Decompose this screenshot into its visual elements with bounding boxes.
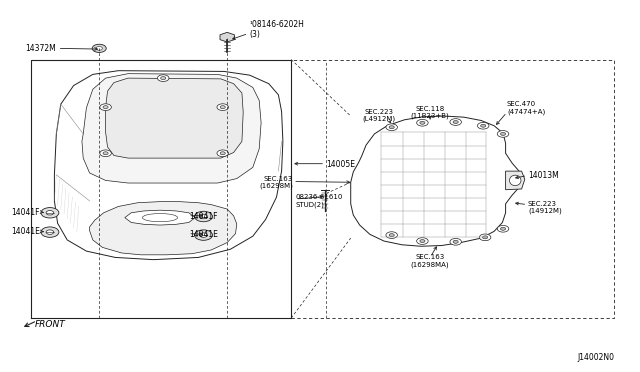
- Text: 14041E: 14041E: [11, 227, 40, 236]
- Text: ¹08146-6202H
(3): ¹08146-6202H (3): [250, 20, 305, 39]
- Ellipse shape: [143, 214, 178, 222]
- Circle shape: [389, 126, 394, 129]
- Text: FRONT: FRONT: [35, 320, 66, 329]
- Text: 14041F: 14041F: [11, 208, 40, 217]
- Circle shape: [217, 104, 228, 110]
- Circle shape: [200, 214, 207, 219]
- Circle shape: [103, 152, 108, 155]
- Circle shape: [386, 124, 397, 131]
- Text: 14013M: 14013M: [528, 171, 559, 180]
- Circle shape: [417, 119, 428, 126]
- Text: SEC.470
(47474+A): SEC.470 (47474+A): [507, 101, 545, 115]
- Text: 08236-61610
STUD(2): 08236-61610 STUD(2): [296, 194, 343, 208]
- Circle shape: [453, 121, 458, 124]
- Circle shape: [41, 227, 59, 237]
- Ellipse shape: [509, 175, 521, 186]
- Circle shape: [46, 230, 54, 234]
- Text: 14041E: 14041E: [189, 230, 218, 239]
- Polygon shape: [106, 78, 243, 158]
- Circle shape: [195, 211, 212, 222]
- Circle shape: [200, 233, 207, 237]
- Text: 14041F: 14041F: [189, 212, 218, 221]
- Polygon shape: [351, 116, 522, 246]
- Circle shape: [386, 232, 397, 238]
- Circle shape: [389, 234, 394, 237]
- Circle shape: [100, 150, 111, 157]
- Text: 14005E: 14005E: [326, 160, 355, 169]
- Circle shape: [157, 75, 169, 81]
- Polygon shape: [82, 74, 261, 183]
- Circle shape: [220, 106, 225, 109]
- Circle shape: [420, 121, 425, 124]
- Text: J14002N0: J14002N0: [577, 353, 614, 362]
- Polygon shape: [506, 171, 525, 190]
- Circle shape: [483, 236, 488, 239]
- Circle shape: [417, 238, 428, 244]
- Circle shape: [92, 44, 106, 52]
- Circle shape: [500, 227, 506, 230]
- Text: 14372M: 14372M: [26, 44, 56, 53]
- Circle shape: [500, 132, 506, 135]
- Text: SEC.163
(16298M): SEC.163 (16298M): [259, 176, 293, 189]
- Circle shape: [220, 152, 225, 155]
- Circle shape: [497, 131, 509, 137]
- Circle shape: [479, 234, 491, 241]
- Circle shape: [161, 77, 166, 80]
- Polygon shape: [125, 210, 195, 225]
- Circle shape: [217, 150, 228, 157]
- Circle shape: [497, 225, 509, 232]
- Circle shape: [420, 240, 425, 243]
- Text: SEC.223
(L4912M): SEC.223 (L4912M): [362, 109, 396, 122]
- Circle shape: [46, 211, 54, 215]
- Text: SEC.223
(14912M): SEC.223 (14912M): [528, 201, 562, 214]
- Circle shape: [195, 230, 212, 240]
- Circle shape: [41, 208, 59, 218]
- Circle shape: [450, 238, 461, 245]
- Text: SEC.163
(16298MA): SEC.163 (16298MA): [411, 254, 449, 268]
- Polygon shape: [54, 71, 283, 260]
- Polygon shape: [90, 202, 237, 255]
- Circle shape: [450, 119, 461, 125]
- Circle shape: [96, 46, 102, 50]
- Circle shape: [481, 124, 486, 127]
- Circle shape: [103, 106, 108, 109]
- Circle shape: [453, 240, 458, 243]
- Circle shape: [477, 122, 489, 129]
- Text: SEC.118
(11B23+B): SEC.118 (11B23+B): [411, 106, 449, 119]
- Circle shape: [100, 104, 111, 110]
